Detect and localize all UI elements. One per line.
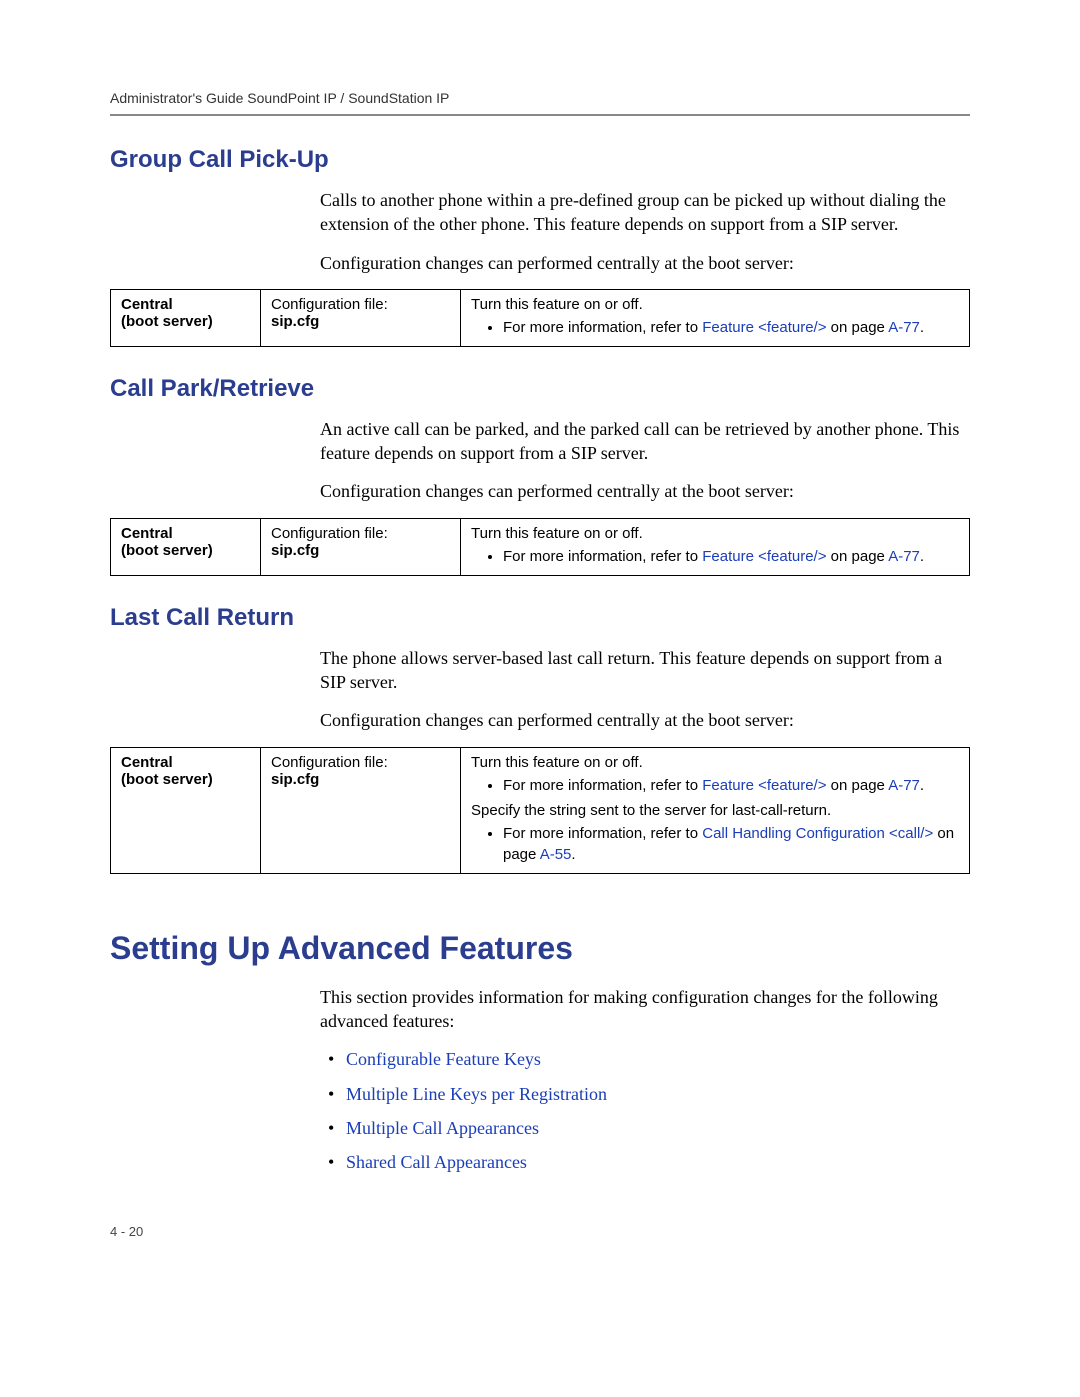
link-feature[interactable]: Feature <feature/>: [702, 319, 826, 336]
paragraph: Configuration changes can performed cent…: [320, 708, 970, 732]
table-cell-file: Configuration file: sip.cfg: [261, 289, 461, 346]
text: .: [920, 319, 924, 336]
table-cell-file: Configuration file: sip.cfg: [261, 518, 461, 575]
desc-heading-2: Specify the string sent to the server fo…: [471, 802, 831, 819]
bullet-list: For more information, refer to Feature <…: [471, 546, 959, 567]
label-sip-cfg: sip.cfg: [271, 771, 319, 788]
label-central: Central: [121, 754, 173, 771]
label-config-file: Configuration file:: [271, 754, 388, 771]
list-item: Configurable Feature Keys: [346, 1047, 970, 1071]
link-feature[interactable]: Feature <feature/>: [702, 548, 826, 565]
label-boot-server: (boot server): [121, 771, 213, 788]
bullet-item: For more information, refer to Feature <…: [503, 317, 959, 338]
link-feature[interactable]: Feature <feature/>: [702, 777, 826, 794]
bullet-list: For more information, refer to Call Hand…: [471, 823, 959, 865]
section-heading-group-call-pickup: Group Call Pick-Up: [110, 146, 970, 174]
paragraph: Configuration changes can performed cent…: [320, 479, 970, 503]
link-page-a55[interactable]: A-55: [540, 846, 572, 863]
label-central: Central: [121, 525, 173, 542]
text: For more information, refer to: [503, 548, 702, 565]
text: .: [571, 846, 575, 863]
body-call-park: An active call can be parked, and the pa…: [320, 417, 970, 504]
table-cell-desc: Turn this feature on or off. For more in…: [461, 747, 970, 873]
label-sip-cfg: sip.cfg: [271, 313, 319, 330]
text: .: [920, 548, 924, 565]
link-multiple-line-keys[interactable]: Multiple Line Keys per Registration: [346, 1084, 607, 1104]
config-table-call-park: Central (boot server) Configuration file…: [110, 518, 970, 576]
table-cell-desc: Turn this feature on or off. For more in…: [461, 518, 970, 575]
paragraph: An active call can be parked, and the pa…: [320, 417, 970, 466]
body-advanced: This section provides information for ma…: [320, 985, 970, 1175]
link-shared-call-appearances[interactable]: Shared Call Appearances: [346, 1152, 527, 1172]
link-configurable-feature-keys[interactable]: Configurable Feature Keys: [346, 1049, 541, 1069]
link-page-a77[interactable]: A-77: [888, 777, 920, 794]
bullet-list: For more information, refer to Feature <…: [471, 317, 959, 338]
body-group-call-pickup: Calls to another phone within a pre-defi…: [320, 188, 970, 275]
text: For more information, refer to: [503, 825, 702, 842]
label-boot-server: (boot server): [121, 313, 213, 330]
table-cell-scope: Central (boot server): [111, 747, 261, 873]
desc-heading: Turn this feature on or off.: [471, 754, 643, 771]
list-item: Multiple Line Keys per Registration: [346, 1082, 970, 1106]
text: For more information, refer to: [503, 319, 702, 336]
advanced-feature-list: Configurable Feature Keys Multiple Line …: [320, 1047, 970, 1174]
config-table-group-call-pickup: Central (boot server) Configuration file…: [110, 289, 970, 347]
bullet-list: For more information, refer to Feature <…: [471, 775, 959, 796]
bullet-item: For more information, refer to Feature <…: [503, 546, 959, 567]
table-row: Central (boot server) Configuration file…: [111, 289, 970, 346]
paragraph: Calls to another phone within a pre-defi…: [320, 188, 970, 237]
paragraph: Configuration changes can performed cent…: [320, 251, 970, 275]
text: on page: [826, 777, 888, 794]
bullet-item: For more information, refer to Call Hand…: [503, 823, 959, 865]
table-row: Central (boot server) Configuration file…: [111, 747, 970, 873]
text: on page: [826, 319, 888, 336]
link-page-a77[interactable]: A-77: [888, 548, 920, 565]
table-cell-scope: Central (boot server): [111, 289, 261, 346]
bullet-item: For more information, refer to Feature <…: [503, 775, 959, 796]
running-header: Administrator's Guide SoundPoint IP / So…: [110, 90, 970, 106]
list-item: Multiple Call Appearances: [346, 1116, 970, 1140]
list-item: Shared Call Appearances: [346, 1150, 970, 1174]
section-heading-last-call: Last Call Return: [110, 604, 970, 632]
table-row: Central (boot server) Configuration file…: [111, 518, 970, 575]
table-cell-scope: Central (boot server): [111, 518, 261, 575]
label-central: Central: [121, 296, 173, 313]
body-last-call: The phone allows server-based last call …: [320, 646, 970, 733]
text: .: [920, 777, 924, 794]
label-sip-cfg: sip.cfg: [271, 542, 319, 559]
table-cell-desc: Turn this feature on or off. For more in…: [461, 289, 970, 346]
major-heading-advanced: Setting Up Advanced Features: [110, 930, 970, 967]
text: on page: [826, 548, 888, 565]
link-multiple-call-appearances[interactable]: Multiple Call Appearances: [346, 1118, 539, 1138]
page-number: 4 - 20: [110, 1224, 970, 1239]
link-page-a77[interactable]: A-77: [888, 319, 920, 336]
section-heading-call-park: Call Park/Retrieve: [110, 375, 970, 403]
table-cell-file: Configuration file: sip.cfg: [261, 747, 461, 873]
label-config-file: Configuration file:: [271, 296, 388, 313]
paragraph: This section provides information for ma…: [320, 985, 970, 1034]
config-table-last-call: Central (boot server) Configuration file…: [110, 747, 970, 874]
paragraph: The phone allows server-based last call …: [320, 646, 970, 695]
label-config-file: Configuration file:: [271, 525, 388, 542]
desc-heading: Turn this feature on or off.: [471, 525, 643, 542]
header-rule: [110, 114, 970, 116]
link-call-handling[interactable]: Call Handling Configuration <call/>: [702, 825, 933, 842]
document-page: Administrator's Guide SoundPoint IP / So…: [0, 0, 1080, 1299]
text: For more information, refer to: [503, 777, 702, 794]
desc-heading: Turn this feature on or off.: [471, 296, 643, 313]
label-boot-server: (boot server): [121, 542, 213, 559]
